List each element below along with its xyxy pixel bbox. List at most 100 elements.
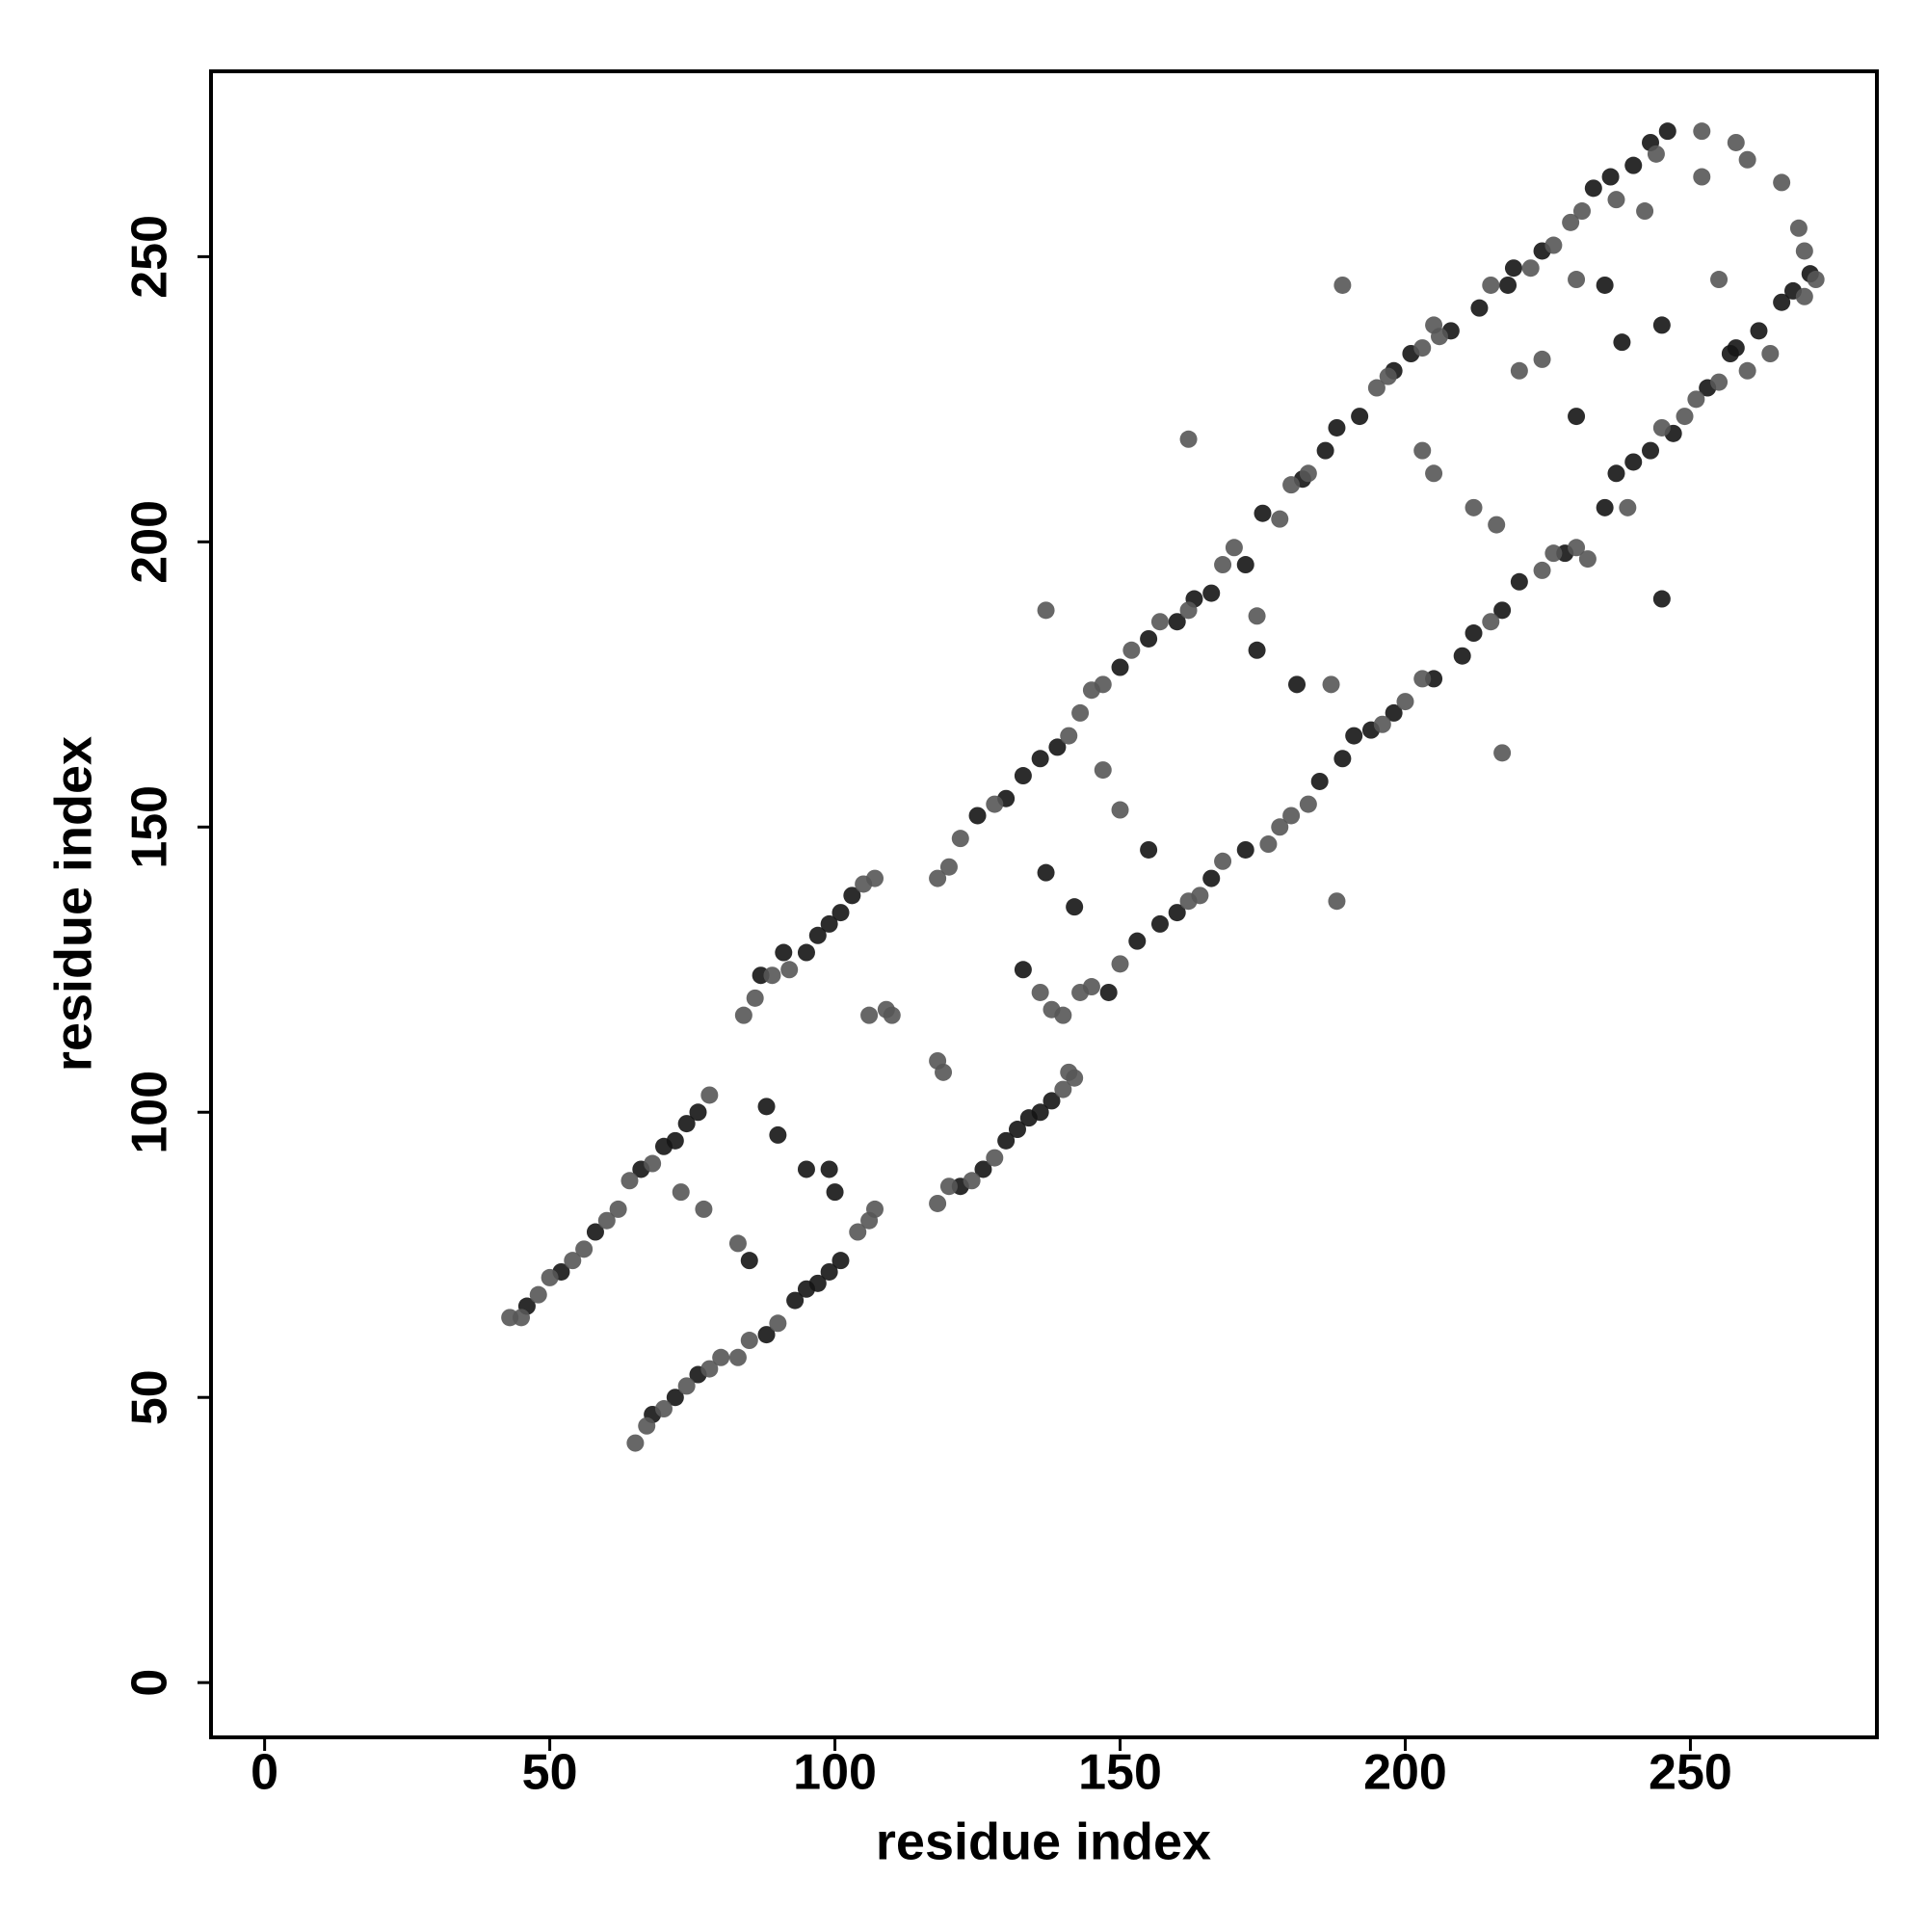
point [1493,601,1512,620]
point [1351,408,1369,426]
point [939,858,958,876]
point [728,1348,747,1366]
point [757,1098,776,1116]
point [1430,328,1448,346]
point [951,830,969,848]
point [1624,453,1643,471]
x-axis-label: residue index [876,1813,1211,1870]
point [780,961,799,979]
point [666,1389,684,1407]
point [1510,572,1528,591]
point [1504,259,1522,278]
point [1179,430,1198,448]
point [1379,367,1397,385]
point [1071,703,1090,722]
point [1568,408,1586,426]
point [1014,767,1032,785]
point [1636,202,1654,221]
point [1596,498,1614,516]
point [740,1332,758,1350]
point [1578,550,1597,569]
point [843,887,861,905]
point [935,1063,953,1081]
point [1652,316,1671,334]
point [1533,350,1551,368]
point [1367,379,1386,397]
point [763,966,781,985]
point [1482,276,1500,294]
point [1214,556,1232,574]
point [1150,914,1169,933]
point [808,1274,827,1292]
point [986,1149,1004,1167]
point [1738,361,1756,380]
point [1333,750,1352,768]
point [1225,539,1243,557]
point [1008,1121,1026,1139]
point [1140,840,1158,859]
point [666,1131,684,1150]
point [1413,441,1432,460]
point [1031,1103,1049,1122]
point [638,1416,656,1435]
point [1345,727,1363,745]
point [1773,293,1791,311]
point [1544,236,1563,254]
point [1693,168,1711,186]
point [620,1172,639,1190]
point [1453,647,1471,665]
point [1807,271,1825,289]
point [1795,287,1813,305]
point [1111,801,1129,819]
point [1413,339,1432,357]
point [1271,818,1289,836]
point [700,1360,719,1378]
y-tick-label: 200 [122,500,178,584]
point [820,914,838,933]
point [1236,556,1254,574]
point [832,904,850,922]
x-tick-label: 100 [793,1745,877,1801]
point [1470,299,1489,317]
point [1054,1080,1072,1098]
point [808,926,827,944]
point [1282,476,1301,494]
point [1179,601,1198,620]
point [1510,361,1528,380]
point [1676,408,1694,426]
point [1299,795,1317,813]
point [1043,1092,1061,1110]
point [1738,150,1756,169]
point [677,1115,696,1133]
point [929,1194,947,1212]
point [1396,693,1414,711]
point [1054,1006,1072,1024]
point [1094,761,1112,780]
point [654,1400,673,1418]
point [1652,590,1671,608]
point [860,1006,879,1024]
point [1259,835,1278,854]
plot-frame [209,69,1879,1739]
point [1236,840,1254,859]
point [1727,133,1745,151]
point [1385,703,1403,722]
point [986,795,1004,813]
point [1533,561,1551,579]
point [1150,613,1169,631]
point [929,869,947,887]
point [1572,202,1591,221]
point [832,1252,850,1270]
point [1544,544,1563,563]
point [1202,584,1221,602]
point [820,1262,838,1281]
point [963,1172,981,1190]
point [1031,983,1049,1001]
point [1499,276,1518,294]
y-tick-label: 100 [122,1071,178,1154]
point [1619,498,1637,516]
x-tick-label: 250 [1649,1745,1732,1801]
